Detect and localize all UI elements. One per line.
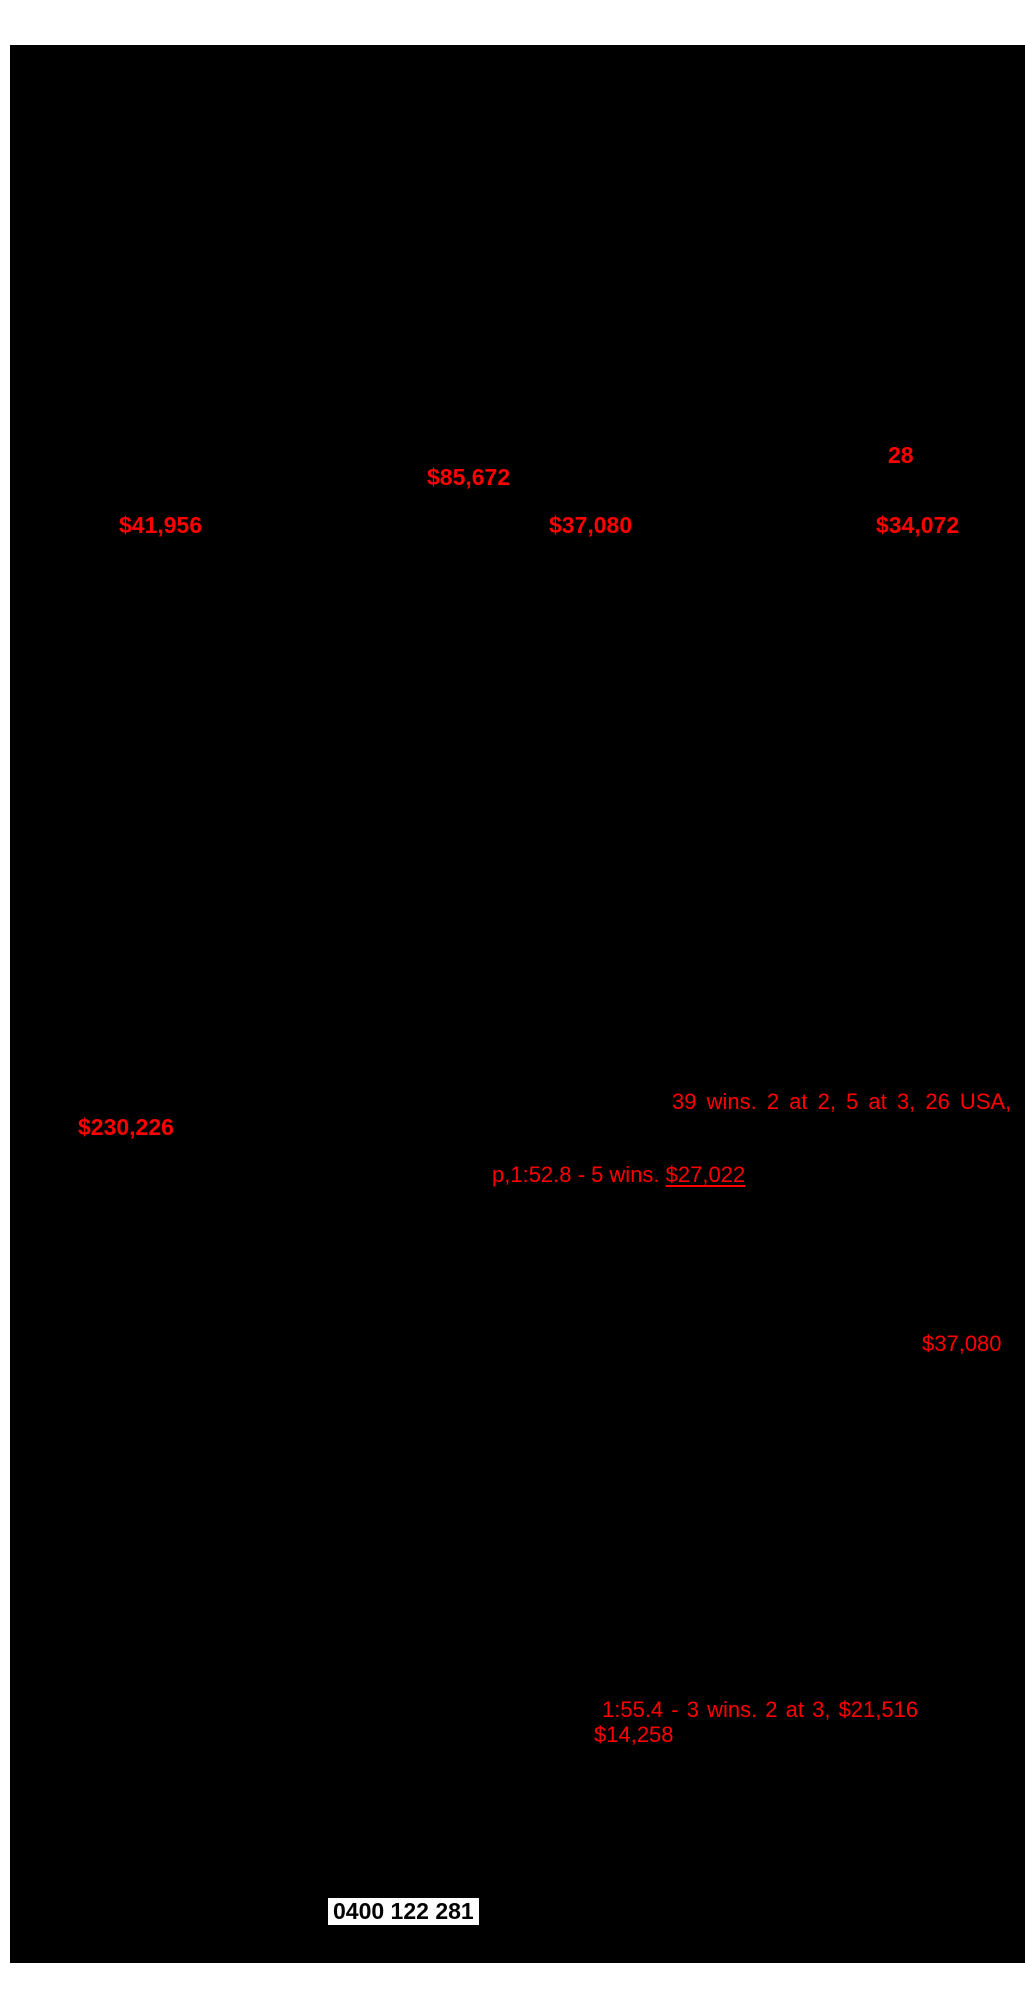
annotation-earnings-37080-top: $37,080 xyxy=(549,512,633,538)
annotation-earnings-34072: $34,072 xyxy=(876,512,960,538)
annotation-record-line: p,1:52.8 - 5 wins. $27,022 xyxy=(492,1164,745,1186)
phone-number: 0400 122 281 xyxy=(333,1898,474,1924)
annotation-earnings-14258: $14,258 xyxy=(594,1722,674,1747)
annotation-earnings-41956: $41,956 xyxy=(119,512,203,538)
annotation-count-28: 28 xyxy=(888,442,914,468)
record-line-prefix: p,1:52.8 - 5 wins. xyxy=(492,1162,666,1187)
page-canvas xyxy=(10,45,1025,1963)
annotation-earnings-230226: $230,226 xyxy=(78,1114,174,1140)
annotation-record-line-2: 1:55.4 - 3 wins. 2 at 3, $21,516 xyxy=(602,1697,919,1722)
annotation-earnings-85672: $85,672 xyxy=(427,464,511,490)
record-line-amount: $27,022 xyxy=(665,1162,746,1187)
phone-number-box: 0400 122 281 xyxy=(328,1898,479,1925)
annotation-wins-summary: 39 wins. 2 at 2, 5 at 3, 26 USA, xyxy=(672,1089,1012,1114)
annotation-earnings-37080-mid: $37,080 xyxy=(922,1331,1002,1356)
